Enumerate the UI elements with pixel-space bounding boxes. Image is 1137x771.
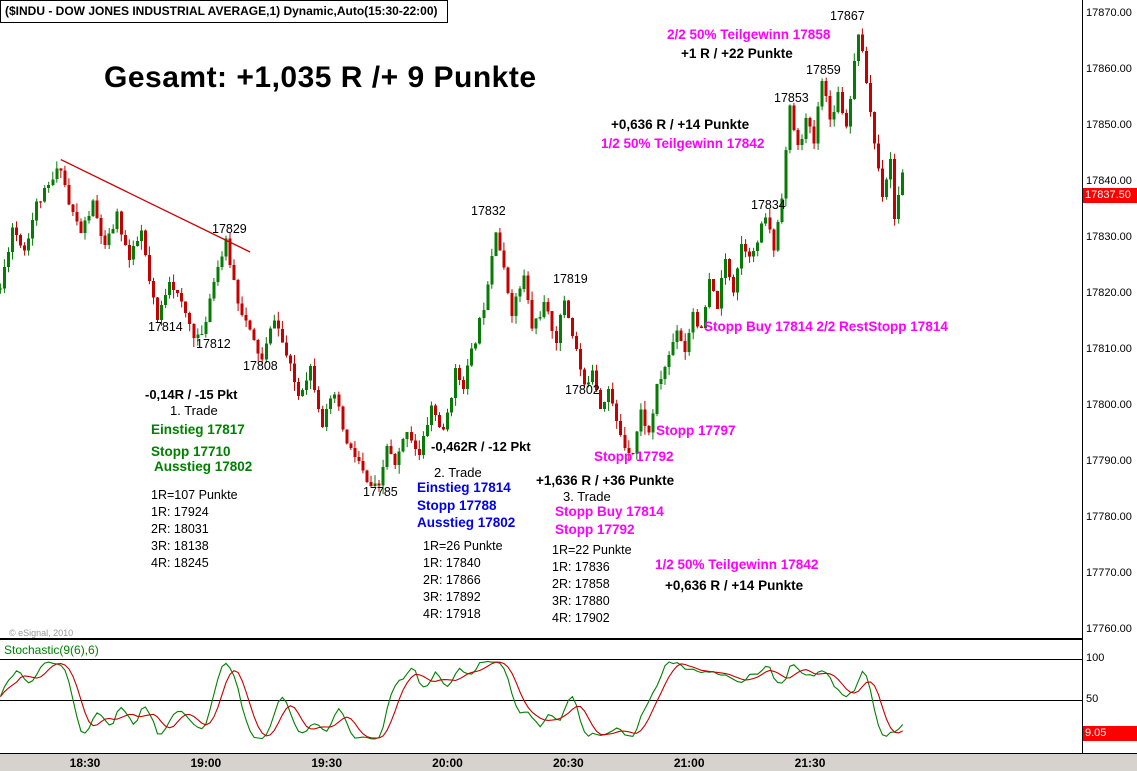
price-axis-label: 17840.00 <box>1086 175 1132 187</box>
price-axis[interactable]: 17837.50 9.05 17870.00 17860.00 17850.00 17… <box>1082 0 1137 753</box>
time-axis-label: 18:30 <box>69 756 101 770</box>
time-axis-label: 20:30 <box>553 756 584 770</box>
price-axis-label: 17810.00 <box>1086 343 1132 355</box>
price-axis-label: 17790.00 <box>1086 455 1132 467</box>
price-axis-label: 17760.00 <box>1086 623 1132 635</box>
summary-annotation: Gesamt: +1,035 R /+ 9 Punkte <box>104 61 537 94</box>
time-axis-label: 21:00 <box>673 756 705 770</box>
time-axis-label: 21:30 <box>794 756 826 770</box>
time-axis[interactable]: 18:30 19:00 19:30 20:00 20:30 21:00 21:30 <box>0 753 1137 771</box>
price-axis-label: 17830.00 <box>1086 231 1132 243</box>
stochastic-axis-label: 100 <box>1086 652 1105 664</box>
price-axis-label: 17820.00 <box>1086 287 1132 299</box>
stochastic-axis-label: 50 <box>1086 693 1099 705</box>
current-price-box: 17837.50 <box>1083 188 1137 203</box>
stochastic-current-box: 9.05 <box>1083 725 1137 741</box>
price-axis-label: 17860.00 <box>1086 63 1132 75</box>
copyright-label: © eSignal, 2010 <box>9 628 74 638</box>
chart-title: ($INDU - DOW JONES INDUSTRIAL AVERAGE,1)… <box>0 0 448 23</box>
price-axis-label: 17780.00 <box>1086 511 1132 523</box>
stochastic-indicator-label: Stochastic(9(6),6) <box>4 643 99 657</box>
price-axis-label: 17870.00 <box>1086 7 1132 19</box>
candlestick-chart[interactable] <box>0 0 1083 753</box>
price-axis-label: 17800.00 <box>1086 399 1132 411</box>
time-axis-label: 19:00 <box>190 756 222 770</box>
time-axis-label: 19:30 <box>311 756 343 770</box>
price-axis-label: 17850.00 <box>1086 119 1132 131</box>
price-axis-label: 17770.00 <box>1086 567 1132 579</box>
time-axis-label: 20:00 <box>432 756 463 770</box>
